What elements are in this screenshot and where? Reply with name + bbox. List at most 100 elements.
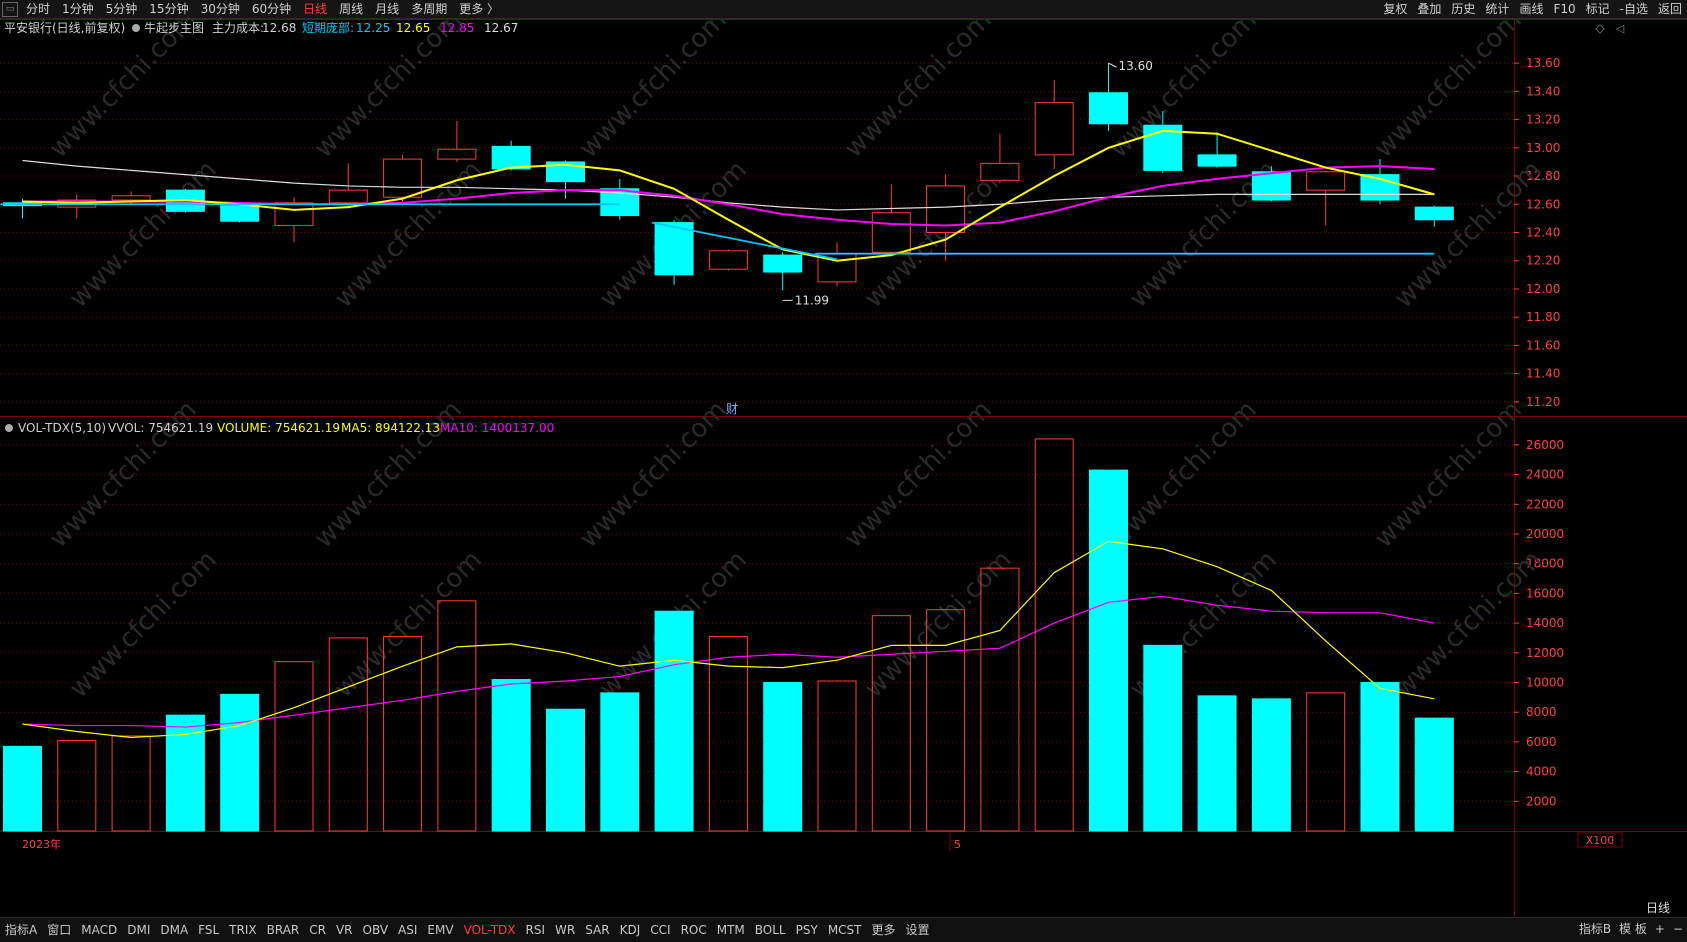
indicator-tab-8[interactable]: CR (309, 923, 326, 937)
candle-7 (383, 154, 423, 206)
candle-body-9 (491, 145, 531, 170)
price-tick-label-10: 11.60 (1526, 338, 1560, 352)
toolbar-right-item-0[interactable]: 复权 (1383, 2, 1408, 16)
indicator-tab-9[interactable]: VR (335, 923, 353, 937)
kline-chart[interactable]: 13.60 13.40 13.20 13.00 12.80 12.60 12.40 12.20… (0, 19, 1687, 916)
unit-box (1577, 832, 1623, 848)
watermark-text: www.cfchi.com (44, 19, 203, 164)
cyan-line-1 (651, 221, 838, 261)
indicator-tab-21[interactable]: BOLL (754, 923, 786, 937)
indicator-tab-3[interactable]: DMI (127, 923, 151, 937)
period-tab-8[interactable]: 月线 (375, 2, 400, 16)
volume-bar-22 (1197, 695, 1237, 832)
diamond-icon: ◇ (1595, 21, 1605, 35)
vol-tick-label-9: 8000 (1526, 705, 1557, 719)
candle-21 (1143, 111, 1183, 174)
toolbar-right-item-5[interactable]: F10 (1553, 2, 1576, 16)
low-label: 11.99 (795, 293, 829, 307)
candle-9 (491, 140, 531, 171)
ma-magenta-line (22, 165, 1435, 227)
window-icon[interactable]: ▭ (2, 2, 18, 17)
candle-12 (654, 219, 694, 285)
period-tab-4[interactable]: 30分钟 (200, 2, 240, 16)
toolbar-right-item-7[interactable]: -自选 (1619, 2, 1648, 16)
period-tab-10[interactable]: 更多 〉 (459, 2, 500, 16)
indicator-tab-24[interactable]: 更多 (871, 923, 896, 937)
indicator-tab-14[interactable]: RSI (525, 923, 546, 937)
candle-body-12 (654, 222, 694, 276)
period-tab-7[interactable]: 周线 (339, 2, 364, 16)
vol-tick-label-2: 22000 (1526, 497, 1564, 511)
candle-20 (1089, 63, 1128, 131)
volume-bar-14 (763, 681, 803, 832)
candle-body-4 (220, 205, 260, 222)
period-tab-0[interactable]: 分时 (26, 2, 51, 16)
volume-bar-17 (926, 609, 966, 832)
candle-body-26 (1414, 206, 1454, 221)
candle-15 (817, 242, 857, 287)
candle-24 (1306, 170, 1346, 226)
toolbar-right-item-4[interactable]: 画线 (1519, 2, 1544, 16)
indicator-tab-0[interactable]: 指标A (5, 923, 38, 937)
indicator-tab-6[interactable]: TRIX (229, 923, 257, 937)
indicator-tab-11[interactable]: ASI (398, 923, 418, 937)
candle-body-13 (708, 250, 748, 270)
zoom-out-button[interactable]: − (1672, 922, 1683, 936)
indicator-tab-16[interactable]: SAR (585, 923, 610, 937)
period-tab-3[interactable]: 15分钟 (149, 2, 189, 16)
watermark-text: www.cfchi.com (1389, 545, 1548, 704)
indicator-tab-23[interactable]: MCST (827, 923, 862, 937)
template-tab[interactable]: 模 板 (1619, 922, 1647, 936)
toolbar-right-item-2[interactable]: 历史 (1451, 2, 1476, 16)
indicator-tab-10[interactable]: OBV (362, 923, 389, 937)
indicator-tab-5[interactable]: FSL (198, 923, 220, 937)
watermark-text: www.cfchi.com (839, 395, 998, 554)
toolbar-right-item-8[interactable]: 返回 (1657, 2, 1682, 16)
indicator-tab-4[interactable]: DMA (160, 923, 189, 937)
toolbar-right-item-1[interactable]: 叠加 (1417, 2, 1442, 16)
price-tick-label-0: 13.60 (1526, 56, 1560, 70)
period-tab-1[interactable]: 1分钟 (62, 2, 94, 16)
period-tab-6[interactable]: 日线 (303, 2, 328, 16)
candle-22 (1197, 132, 1237, 168)
volume-bar-26 (1414, 717, 1454, 832)
candle-body-23 (1251, 171, 1291, 201)
candle-body-14 (763, 254, 803, 273)
indicator-tab-18[interactable]: CCI (650, 923, 671, 937)
candle-body-24 (1306, 171, 1346, 191)
stock-title: 平安银行(日线,前复权) (4, 20, 125, 35)
vol-tick-label-8: 10000 (1526, 675, 1564, 689)
period-tab-9[interactable]: 多周期 (411, 2, 448, 16)
indicator-tab-1[interactable]: 窗口 (47, 923, 72, 937)
vol-tick-label-5: 16000 (1526, 586, 1564, 600)
volume-bar-18 (980, 567, 1020, 832)
ma-yellow-line (22, 129, 1435, 262)
indicator-tab-7[interactable]: BRAR (266, 923, 300, 937)
candle-10 (546, 160, 585, 199)
high-pointer (1108, 62, 1117, 68)
indicator-tab-22[interactable]: PSY (795, 923, 818, 937)
zoom-in-button[interactable]: + (1654, 922, 1665, 936)
period-tab-2[interactable]: 5分钟 (105, 2, 138, 16)
toolbar-right-item-3[interactable]: 统计 (1485, 2, 1510, 16)
price-tick-label-6: 12.40 (1526, 226, 1560, 240)
indicator-b-tab[interactable]: 指标B (1578, 922, 1612, 936)
vvol-value: VVOL: 754621.19 (108, 421, 213, 435)
indicator-tab-25[interactable]: 设置 (905, 923, 930, 937)
period-tab-5[interactable]: 60分钟 (251, 2, 292, 16)
indicator-tab-19[interactable]: ROC (680, 923, 707, 937)
short-v3: 12.85 (440, 21, 474, 35)
unit-label: X100 (1586, 834, 1615, 847)
indicator-tabbar: 指标A 窗口 MACD DMI DMA FSL TRIX BRAR CR VR OBV ASI EMV V… (0, 917, 1687, 942)
toolbar-right-item-6[interactable]: 标记 (1585, 2, 1610, 16)
indicator-tab-20[interactable]: MTM (716, 923, 745, 937)
volume-bar-24 (1306, 692, 1346, 832)
indicator-tab-17[interactable]: KDJ (619, 923, 641, 937)
vol-ma10-value: MA10: 1400137.00 (440, 421, 554, 435)
indicator-tab-2[interactable]: MACD (81, 923, 118, 937)
volume-bar-8 (437, 600, 477, 832)
indicator-tab-15[interactable]: WR (555, 923, 576, 937)
volume-value: VOLUME: 754621.19 (217, 421, 340, 435)
indicator-tab-12[interactable]: EMV (427, 923, 454, 937)
indicator-tab-13[interactable]: VOL-TDX (463, 923, 516, 937)
